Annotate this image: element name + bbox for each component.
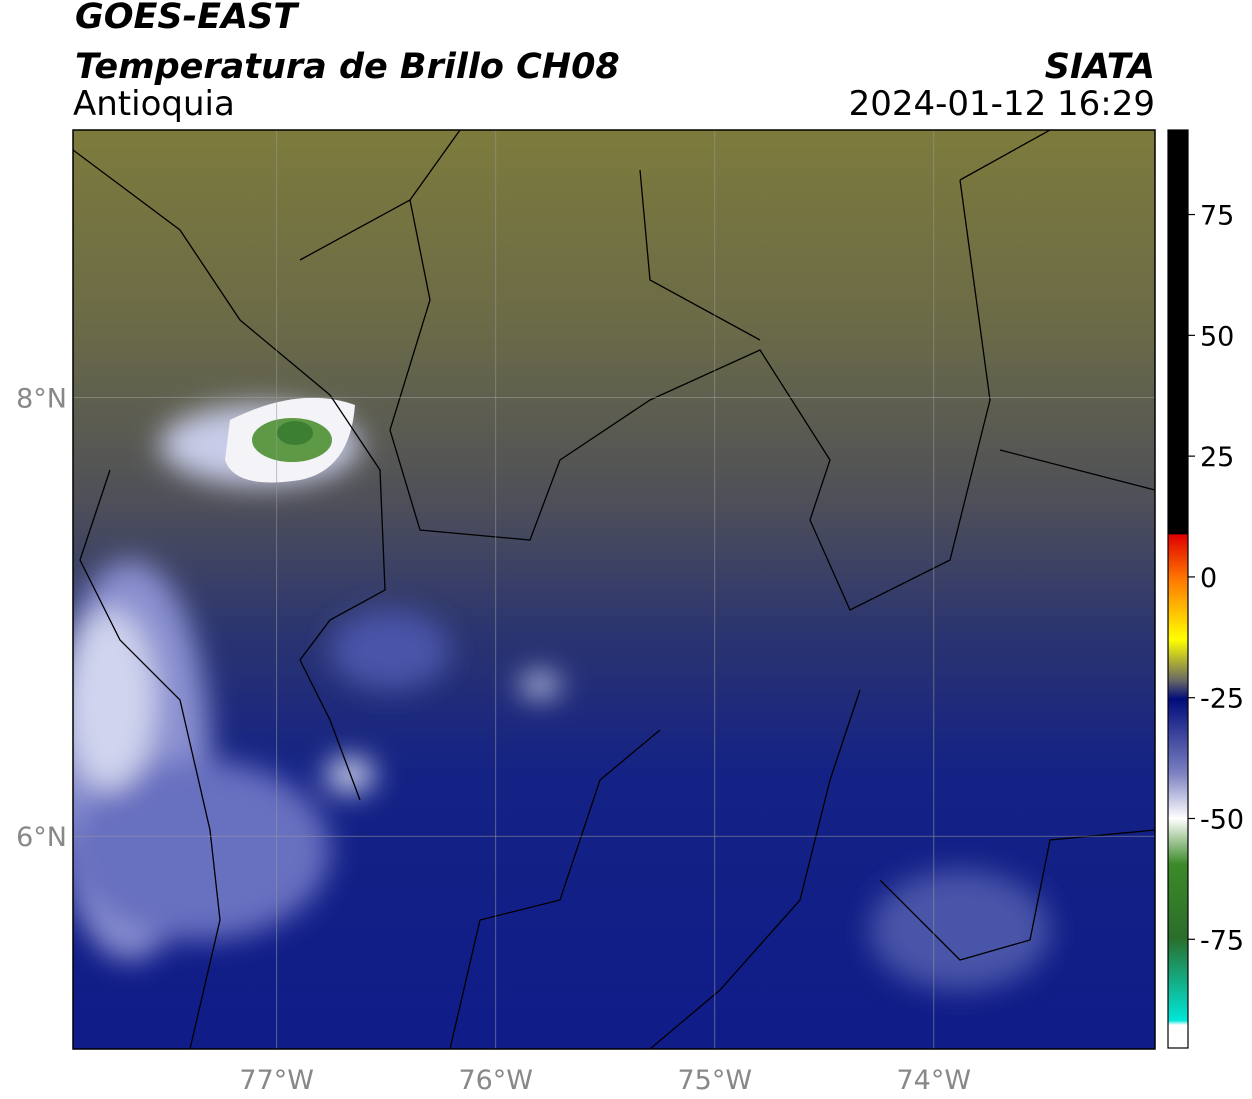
map-frame xyxy=(72,129,1156,1050)
y-tick-label: 6°N xyxy=(16,822,67,853)
timestamp: 2024-01-12 16:29 xyxy=(849,84,1155,124)
colorbar-tick-label: 50 xyxy=(1200,321,1234,352)
product: Temperatura de Brillo CH08 xyxy=(75,47,620,87)
x-tick-label: 76°W xyxy=(458,1065,533,1096)
colorbar-tick-label: -75 xyxy=(1200,925,1244,956)
colorbar-tick-label: 25 xyxy=(1200,442,1234,473)
colorbar-tick-label: 0 xyxy=(1200,563,1217,594)
colorbar xyxy=(1167,129,1189,1049)
colorbar-tick-label: 75 xyxy=(1200,201,1234,232)
y-tick-label: 8°N xyxy=(16,384,67,415)
satellite: GOES-EAST xyxy=(75,0,300,37)
x-tick-label: 75°W xyxy=(677,1065,752,1096)
agency: SIATA xyxy=(1045,47,1155,87)
colorbar-tick-label: -25 xyxy=(1200,684,1244,715)
map-image xyxy=(73,130,1155,1049)
region: Antioquia xyxy=(73,84,235,124)
colorbar-tick-label: -50 xyxy=(1200,805,1244,836)
grid xyxy=(73,130,1155,1049)
x-tick-label: 77°W xyxy=(239,1065,314,1096)
x-tick-label: 74°W xyxy=(897,1065,972,1096)
